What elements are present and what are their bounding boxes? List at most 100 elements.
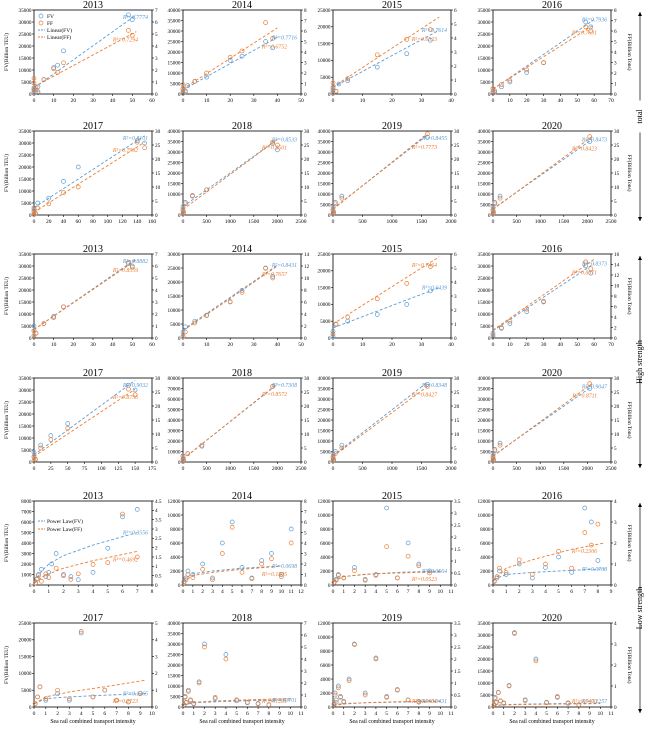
y-right-tick-label: 0 [304,92,307,98]
y-right-tick-label: 10 [155,185,161,191]
x-tick-label: 30 [251,342,257,348]
fv-point [61,48,66,54]
y-left-tick-label: 35000 [478,252,491,258]
ff-point [126,28,131,33]
y-left-tick-label: 20000 [168,439,181,445]
fv-point [229,519,235,525]
y-right-tick-label: 2 [454,64,457,70]
fv-point [43,697,49,703]
y-right-tick-label: 1 [454,681,457,687]
y-left-tick-label: 2000 [480,569,491,575]
y-right-tick-label: 1 [614,562,617,568]
y-left-tick-label: 20000 [478,657,491,663]
y-right-tick-label: 0 [155,336,158,342]
plot-frame [332,130,452,216]
ff-point [219,551,225,556]
y-right-tick-label: 8 [614,8,617,14]
fv-point [569,570,575,575]
y-left-tick-label: 5000 [21,324,32,330]
x-tick-label: 10 [51,98,57,104]
y-left-tick-label: 35000 [168,139,181,145]
ff-point [192,320,198,326]
fv-point [132,387,138,393]
ff-fit-line [332,386,428,457]
y-right-tick-label: 25 [155,390,161,396]
x-tick-label: 40 [110,342,116,348]
y-left-tick-label: 35000 [168,18,181,24]
y-right-tick-label: 30 [155,129,161,135]
y-left-tick-label: 25000 [168,160,181,166]
x-tick-label: 9 [428,711,431,717]
legend-ff-label: FF [47,21,53,27]
ff-fit-line [332,133,428,210]
y-left-tick-label: 15000 [168,60,181,66]
y-right-tick-label: 1 [454,322,457,328]
ff-point [491,578,497,584]
y-right-tick-label: 5 [614,446,617,452]
fv-point [75,164,81,170]
ff-point [183,88,188,94]
arrow-up-icon [638,503,642,507]
y-right-tick-label: 0.5 [155,573,162,579]
y-right-tick-label: 5 [454,266,457,272]
x-tick-label: 7 [407,711,410,717]
y-right-axis-title: FF(Billion Tons) [626,402,633,439]
y-left-tick-label: 20000 [168,280,181,286]
ff-point [199,442,205,448]
ff-point [229,524,235,530]
x-tick-label: 2000 [272,466,283,472]
y-right-tick-label: 4 [614,621,617,627]
fv-point [35,200,41,206]
y-left-tick-label: 30000 [478,264,491,270]
y-left-tick-label: 70000 [168,386,181,392]
x-tick-label: 9 [588,711,591,717]
y-left-tick-label: 0 [328,92,331,98]
x-tick-label: 7 [136,589,139,595]
ff-fit-line [182,383,278,460]
y-right-tick-label: 5 [614,39,617,45]
x-tick-label: 10 [507,342,513,348]
ff-point [503,570,509,575]
x-tick-label: 0 [492,589,495,595]
arrow-down-icon [638,217,642,221]
x-tick-label: 0 [492,466,495,472]
y-left-tick-label: 25000 [19,32,32,38]
fv-point [270,141,276,146]
ff-point [134,554,140,560]
plot-frame [33,130,153,216]
ff-point [583,24,589,30]
y-left-tick-label: 0 [488,336,491,342]
ff-point [506,683,512,689]
ff-point [428,264,433,269]
fv-point [587,139,593,144]
x-tick-label: 2000 [582,219,593,225]
y-right-tick-label: 20 [155,404,161,410]
fv-fit-line [492,263,595,332]
y-left-tick-label: 15000 [19,424,32,430]
y-right-tick-label: 5 [304,199,307,205]
y-right-tick-label: 3 [304,551,307,557]
ff-point [333,451,338,456]
legend-power-ff-label: Power Law(FF) [47,526,82,533]
x-tick-label: 2500 [606,466,617,472]
ff-point [501,700,507,706]
y-left-tick-label: 15000 [478,669,491,675]
ff-r2-label: R²=0.3631 [411,699,437,705]
ff-point [227,299,233,305]
y-left-tick-label: 10000 [318,635,331,641]
ff-r2-label: R²=0.8423 [571,145,597,152]
panel-title: 2017 [83,613,103,624]
ff-point [330,80,336,86]
y-right-tick-label: 30 [304,376,310,382]
y-left-tick-label: 40000 [478,376,491,382]
plot-frame [182,9,302,95]
x-tick-label: 0 [33,711,36,717]
y-left-tick-label: 30000 [478,633,491,639]
ff-point [583,259,589,265]
ff-point [587,381,593,386]
y-right-tick-label: 2 [304,681,307,687]
y-right-tick-label: 5 [614,199,617,205]
ff-point [497,565,502,571]
